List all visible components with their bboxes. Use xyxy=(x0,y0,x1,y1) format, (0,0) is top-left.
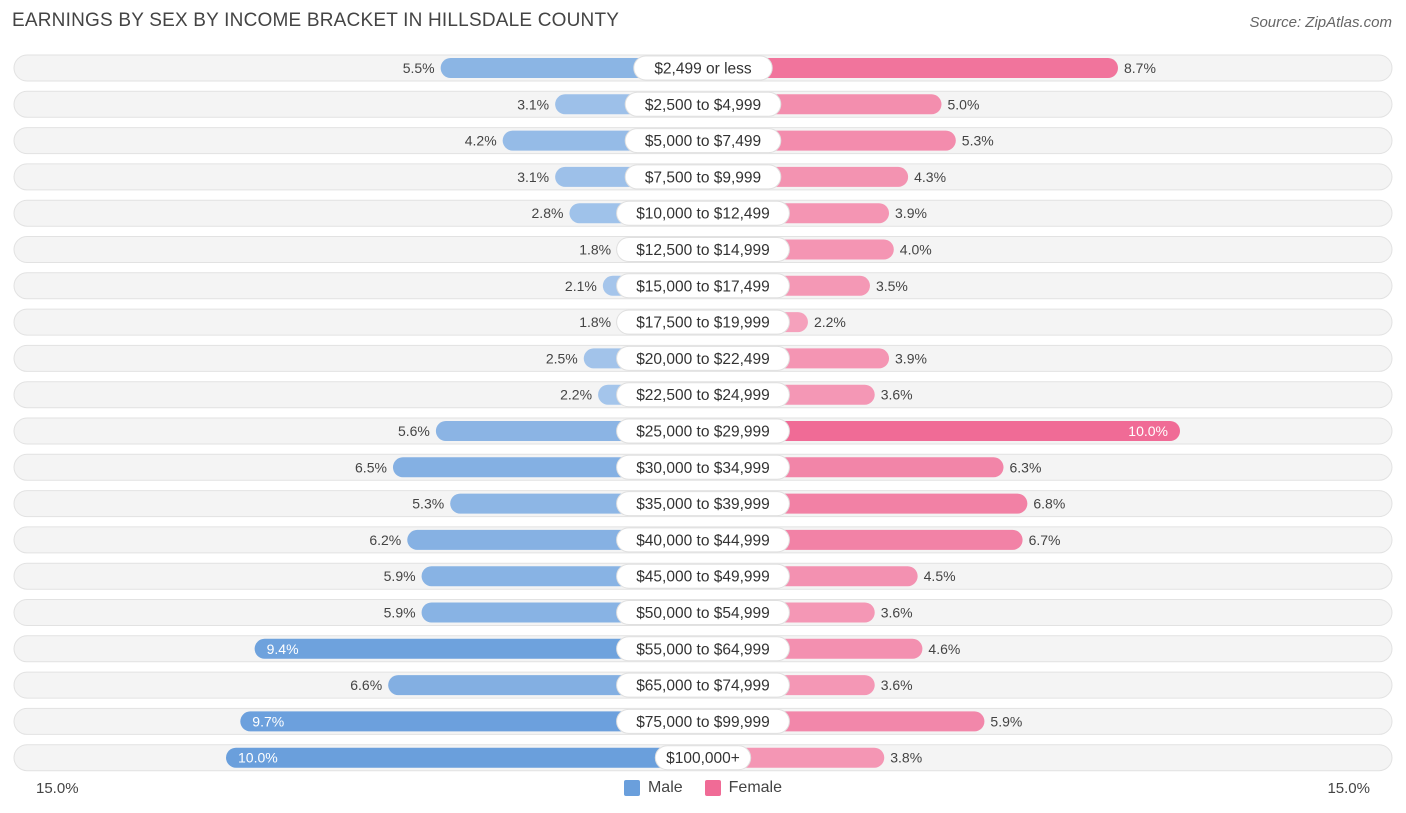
male-value-label: 1.8% xyxy=(579,314,611,330)
male-value-label: 3.1% xyxy=(517,169,549,185)
female-value-label: 4.3% xyxy=(914,169,946,185)
female-value-label: 5.3% xyxy=(962,133,994,149)
male-value-label: 5.9% xyxy=(384,568,416,584)
category-label: $2,500 to $4,999 xyxy=(645,97,761,114)
category-pill xyxy=(616,200,790,226)
category-label: $7,500 to $9,999 xyxy=(645,169,761,186)
male-value-label: 10.0% xyxy=(238,750,278,766)
category-label: $50,000 to $54,999 xyxy=(636,605,770,622)
category-pill xyxy=(633,55,773,81)
female-value-label: 3.6% xyxy=(881,387,913,403)
female-value-label: 6.7% xyxy=(1029,532,1061,548)
category-label: $25,000 to $29,999 xyxy=(636,424,770,441)
category-pill xyxy=(616,563,790,589)
axis-right-label: 15.0% xyxy=(1327,780,1370,797)
axis-left-label: 15.0% xyxy=(36,780,79,797)
male-value-label: 2.2% xyxy=(560,387,592,403)
category-pill xyxy=(624,128,782,154)
category-pill xyxy=(616,527,790,553)
category-label: $5,000 to $7,499 xyxy=(645,133,761,150)
male-swatch-icon xyxy=(623,780,640,796)
category-pill xyxy=(616,345,790,371)
male-value-label: 2.1% xyxy=(565,278,597,294)
category-pill xyxy=(616,600,790,625)
male-value-label: 4.2% xyxy=(465,133,497,149)
female-value-label: 6.8% xyxy=(1033,496,1065,512)
chart-title: EARNINGS BY SEX BY INCOME BRACKET IN HIL… xyxy=(12,10,620,31)
category-label: $40,000 to $44,999 xyxy=(636,532,770,549)
female-value-label: 10.0% xyxy=(1128,423,1168,439)
category-pill xyxy=(616,237,790,262)
female-bar xyxy=(703,421,1180,441)
male-value-label: 5.9% xyxy=(384,605,416,621)
category-pill xyxy=(616,309,790,335)
category-label: $15,000 to $17,499 xyxy=(636,278,770,295)
category-label: $12,500 to $14,999 xyxy=(636,242,770,259)
category-label: $22,500 to $24,999 xyxy=(636,387,770,404)
legend-male-label: Male xyxy=(647,779,683,796)
category-label: $10,000 to $12,499 xyxy=(636,206,770,223)
female-value-label: 3.6% xyxy=(881,605,913,621)
male-value-label: 3.1% xyxy=(517,96,549,112)
category-label: $100,000+ xyxy=(666,750,740,767)
category-pill xyxy=(624,91,782,117)
legend: Male Female xyxy=(0,779,1406,797)
category-pill xyxy=(654,745,752,771)
male-value-label: 9.4% xyxy=(267,641,299,657)
chart-source: Source: ZipAtlas.com xyxy=(1249,14,1392,31)
female-value-label: 8.7% xyxy=(1124,60,1156,76)
category-pill xyxy=(616,418,790,444)
category-label: $30,000 to $34,999 xyxy=(636,460,770,477)
male-value-label: 6.6% xyxy=(350,677,382,693)
category-label: $2,499 or less xyxy=(654,61,752,78)
female-value-label: 3.9% xyxy=(895,350,927,366)
male-bar xyxy=(240,711,703,732)
category-label: $35,000 to $39,999 xyxy=(636,496,770,513)
category-label: $75,000 to $99,999 xyxy=(636,714,770,731)
male-value-label: 5.3% xyxy=(412,496,444,512)
male-value-label: 2.8% xyxy=(532,205,564,221)
male-value-label: 2.5% xyxy=(546,350,578,366)
female-bar xyxy=(703,58,1118,78)
male-bar xyxy=(226,747,703,768)
female-value-label: 5.0% xyxy=(948,96,980,112)
category-label: $45,000 to $49,999 xyxy=(636,569,770,586)
male-value-label: 5.5% xyxy=(403,60,435,76)
male-value-label: 1.8% xyxy=(579,242,611,258)
category-label: $55,000 to $64,999 xyxy=(636,641,770,658)
category-pill xyxy=(616,454,790,480)
category-label: $17,500 to $19,999 xyxy=(636,315,770,332)
male-value-label: 6.2% xyxy=(369,532,401,548)
female-value-label: 3.6% xyxy=(881,677,913,693)
category-pill xyxy=(616,382,790,408)
female-value-label: 6.3% xyxy=(1010,459,1042,475)
female-swatch-icon xyxy=(704,780,721,796)
category-label: $20,000 to $22,499 xyxy=(636,351,770,368)
female-value-label: 5.9% xyxy=(990,713,1022,729)
category-pill xyxy=(616,672,790,698)
category-pill xyxy=(624,164,782,190)
category-pill xyxy=(616,491,790,517)
legend-female-label: Female xyxy=(728,779,783,796)
female-value-label: 4.6% xyxy=(928,641,960,657)
female-value-label: 4.5% xyxy=(924,568,956,584)
legend-item-female[interactable]: Female xyxy=(704,779,783,797)
legend-item-male[interactable]: Male xyxy=(623,779,683,797)
category-pill xyxy=(616,708,790,734)
diverging-bar-chart: 5.5% 8.7% $2,499 or less 3.1% 5.0% $2,500 to … xyxy=(13,54,1393,772)
female-value-label: 2.2% xyxy=(814,314,846,330)
male-value-label: 6.5% xyxy=(355,459,387,475)
female-value-label: 3.5% xyxy=(876,278,908,294)
male-value-label: 9.7% xyxy=(252,713,284,729)
category-pill xyxy=(616,636,790,662)
category-label: $65,000 to $74,999 xyxy=(636,678,770,695)
male-value-label: 5.6% xyxy=(398,423,430,439)
female-value-label: 3.9% xyxy=(895,205,927,221)
female-value-label: 4.0% xyxy=(900,242,932,258)
category-pill xyxy=(616,273,790,299)
male-bar xyxy=(254,638,703,659)
female-value-label: 3.8% xyxy=(890,750,922,766)
